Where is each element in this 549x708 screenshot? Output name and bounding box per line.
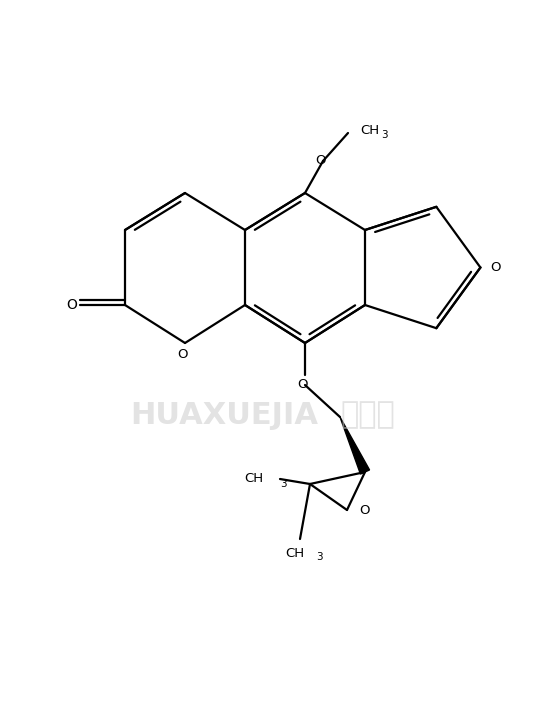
Text: O: O (359, 503, 369, 517)
Text: 3: 3 (316, 552, 323, 562)
Text: CH: CH (360, 123, 379, 137)
Text: O: O (315, 154, 325, 168)
Text: O: O (66, 298, 77, 312)
Text: O: O (177, 348, 187, 361)
Polygon shape (340, 417, 369, 474)
Text: 3: 3 (280, 479, 287, 489)
Text: CH: CH (285, 547, 305, 560)
Text: O: O (297, 378, 307, 391)
Text: CH: CH (244, 472, 263, 486)
Text: HUAXUEJIA: HUAXUEJIA (130, 401, 318, 430)
Text: 3: 3 (381, 130, 388, 140)
Text: 化学加: 化学加 (340, 401, 395, 430)
Text: O: O (490, 261, 501, 274)
